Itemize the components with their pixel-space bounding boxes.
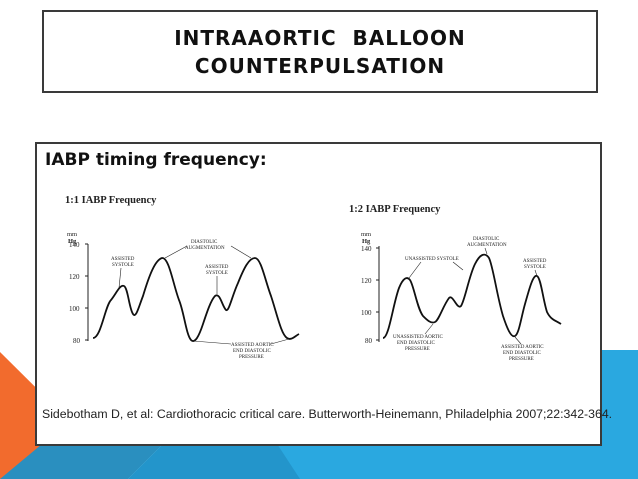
citation: Sidebotham D, et al: Cardiothoracic crit… [42,407,613,421]
figure2-tick-140: 140 [361,245,372,253]
figure1-label-aedp-2: END DIASTOLIC [233,349,271,354]
figure2-label-unassisted-systole: UNASSISTED SYSTOLE [405,257,459,262]
figure1-label-assisted-systole2-2: SYSTOLE [206,271,228,276]
figure2-label-aedp-3: PRESSURE [509,357,534,362]
figure1-pressure-waveform [92,257,300,342]
figure1-tick-140: 140 [69,241,80,249]
figure2-label-uaedp-1: UNASSISTED AORTIC [393,335,444,340]
iabp-1to2-figure: 1:2 IABP Frequency mm Hg 140 120 100 80 … [335,188,597,366]
figure1-label-assisted-systole-1: ASSISTED [111,257,135,262]
figure1-unit-top: mm [67,231,77,238]
figure1-unit-bottom: Hg [68,238,77,245]
figure2-tick-120: 120 [361,277,372,285]
figure1-label-aedp-1: ASSISTED AORTIC [231,343,274,348]
figure1-tick-120: 120 [69,273,80,281]
figure2-tick-80: 80 [365,337,373,345]
figure1-label-diastolic-aug-1: DIASTOLIC [191,240,218,245]
figure1-tick-80: 80 [73,337,81,345]
figure2-label-diastolic-aug-1: DIASTOLIC [473,237,500,242]
figure2-unit-bottom: Hg [362,238,371,245]
figure1-label-assisted-systole-2: SYSTOLE [112,263,134,268]
iabp-1to1-figure: 1:1 IABP Frequency mm Hg 140 120 100 80 … [45,188,335,364]
figure2-title: 1:2 IABP Frequency [349,204,441,215]
title-box: INTRAAORTIC BALLOON COUNTERPULSATION [42,10,598,93]
figure2-tick-100: 100 [361,309,372,317]
figure2-label-assisted-systole-2: SYSTOLE [524,265,546,270]
figure1-label-assisted-systole2-1: ASSISTED [205,265,229,270]
figure1-label-aedp-3: PRESSURE [239,355,264,360]
figure2-pressure-waveform [382,253,562,339]
figure1-label-diastolic-aug-2: AUGMENTATION [185,246,225,251]
title-line-1: INTRAAORTIC BALLOON [174,25,466,50]
content-heading: IABP timing frequency: [45,150,267,170]
figure2-label-uaedp-3: PRESSURE [405,347,430,352]
figure2-label-uaedp-2: END DIASTOLIC [397,341,435,346]
title-line-2: COUNTERPULSATION [194,53,446,78]
figure2-label-aedp-2: END DIASTOLIC [503,351,541,356]
figure2-unit-top: mm [361,231,371,238]
figure2-label-assisted-systole-1: ASSISTED [523,259,547,264]
figure1-title: 1:1 IABP Frequency [65,195,157,206]
figure2-label-diastolic-aug-2: AUGMENTATION [467,243,507,248]
figure2-label-aedp-1: ASSISTED AORTIC [501,345,544,350]
figure1-tick-100: 100 [69,305,80,313]
content-box: IABP timing frequency: 1:1 IABP Frequenc… [35,142,613,446]
